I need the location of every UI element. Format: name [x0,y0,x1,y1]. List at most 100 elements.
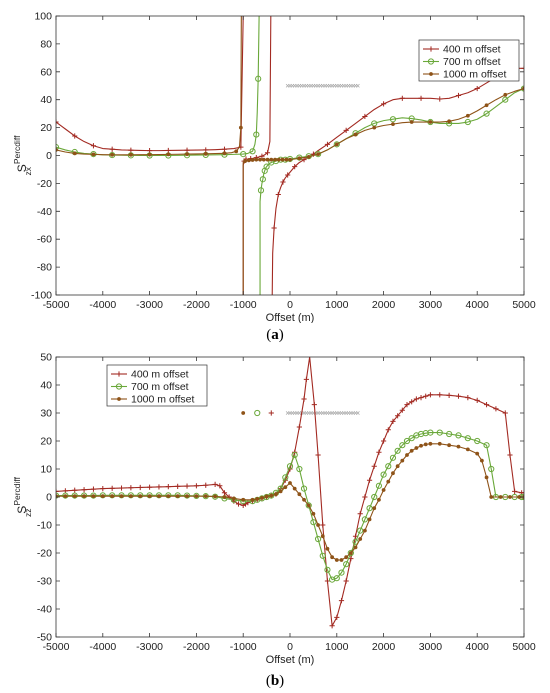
x-tick-label: -2000 [183,299,210,311]
y-axis-label: SPercdiffzz [12,476,33,517]
series-400-m-offset-marker [324,578,331,584]
series-700-m-offset-marker [488,465,495,473]
series-400-m-offset-marker [381,438,387,444]
series-400-m-offset-marker [521,490,524,496]
series-700-m-offset-marker [263,163,270,170]
series-400-m-offset-marker [90,486,97,492]
series-1000-m-offset-marker [203,494,208,499]
series-1000-m-offset-marker [238,125,243,130]
legend-item: 400 m offset [423,44,501,56]
y-axis-label-sup: Percdiff [12,476,22,505]
chart-a-svg: -5000 -4000 -3000 -2000 -1000 0 1000 2000 3000 40… [12,11,536,325]
series-400-m-offset-marker [324,141,331,147]
caption-a-label: a [271,327,279,343]
x-tick-label: -3000 [136,299,163,311]
series-1000-m-offset-marker [194,494,199,499]
series-1000-m-offset-marker [414,446,419,450]
series-700-m-offset-marker [380,471,387,478]
series-400-m-offset-marker [423,393,429,399]
series-400-m-offset-marker [338,598,345,604]
y-tick-label: 80 [40,38,52,50]
series-400-m-offset-marker [334,614,340,620]
legend-marker [429,72,433,76]
series-1000-m-offset-marker [484,103,489,108]
x-tick-label: -2000 [183,641,210,653]
plot-layer [56,357,524,629]
series-1000-m-offset-marker [273,157,277,162]
series-1000-m-offset-marker [334,558,339,562]
y-tick-label: 100 [34,11,52,23]
series-700-m-offset-marker [446,430,453,438]
series-400-m-offset-marker [147,148,153,154]
series-1000-m-offset-marker [437,441,442,446]
source-mark [241,411,246,415]
legend-label: 700 m offset [443,56,501,68]
series-400-m-offset-marker [128,147,134,153]
series-1000-m-offset-marker [306,154,311,159]
series-1000-m-offset-marker [260,495,264,500]
legend-label: 400 m offset [131,369,189,381]
x-tick-label: -1000 [230,299,257,311]
series-700-m-offset-marker [403,437,411,445]
series-400-m-offset-marker [175,483,181,489]
receiver-marks [285,83,360,88]
series-700-m-offset-marker [240,151,247,158]
series-1000-m-offset-marker [447,443,452,448]
legend-item: 1000 m offset [111,394,195,406]
series-1000-m-offset-marker [185,152,189,157]
series-700-m-offset-marker [371,493,378,501]
series-1000-m-offset-marker [297,492,302,497]
series-400-m-offset-marker [72,487,78,493]
series-700-m-offset-marker [399,442,406,449]
series-400-m-offset-marker [203,482,209,488]
series-1000-m-offset-marker [409,448,414,453]
series-700-m-offset-marker [357,527,364,534]
series-1000-m-offset-marker [255,497,260,501]
series-1000-m-offset-marker [377,497,381,502]
series-400-m-offset-marker [371,463,377,469]
series-400-m-offset-marker [56,488,59,494]
x-axis-label: Offset (m) [266,654,315,666]
series-1000-m-offset-marker [269,157,274,162]
series-400-m-offset-marker [56,119,59,125]
series-700-m-offset-marker [310,519,317,526]
x-tick-label: 1000 [325,641,349,653]
series-1000-m-offset-marker [465,447,470,452]
x-tick-label: -4000 [89,641,116,653]
series-1000-m-offset-marker [484,475,489,480]
legend-label: 700 m offset [131,381,189,393]
legend-marker [117,397,121,401]
series-1000-m-offset-marker [278,489,283,494]
series-700-m-offset-marker [183,492,191,499]
series-400-m-offset-marker [352,533,359,539]
series-1000-m-offset-marker [498,495,503,499]
y-tick-label: -80 [37,262,52,274]
series-1000-m-offset-marker [381,488,386,492]
series-1000-m-offset-marker [100,494,105,499]
series-400-m-offset-marker [90,143,97,149]
series-700-m-offset-marker [319,552,326,559]
series-1000-m-offset-marker [222,495,227,499]
series-700-m-offset-marker [474,437,481,445]
series-400-m-offset-marker [474,397,480,403]
series-1000-m-offset-marker [297,156,302,161]
series-400-m-offset-marker [395,413,401,419]
series-1000-m-offset-marker [292,486,297,491]
series-1000-m-offset-marker [400,458,405,463]
plot-layer [56,16,524,295]
series-700-m-offset-marker [80,492,88,499]
series-1000-m-offset-marker [334,142,339,147]
series-1000-m-offset-marker [72,151,77,156]
series-700-m-offset-marker [464,118,471,126]
series-400-m-offset-marker [437,392,443,398]
y-tick-label: -60 [37,234,52,246]
series-1000-m-offset-marker [391,471,395,476]
legend-marker [427,58,435,65]
series-400-m-offset-marker [404,402,410,408]
series-400-m-offset-marker [280,179,286,185]
series-1000-m-offset-marker [269,493,274,498]
series-400-m-offset-marker [275,191,281,198]
y-tick-label: -10 [37,520,52,532]
x-tick-label: 4000 [466,299,490,311]
